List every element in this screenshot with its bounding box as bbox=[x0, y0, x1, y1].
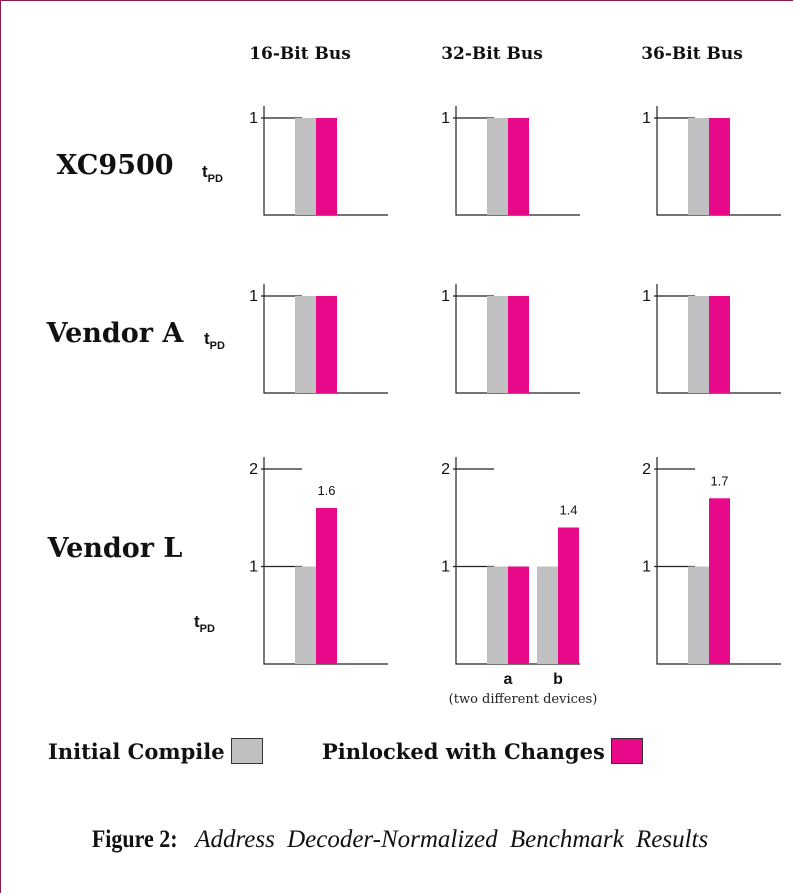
panel-axes bbox=[263, 457, 388, 665]
y-tick-label: 1 bbox=[249, 288, 258, 305]
bar-pinlocked bbox=[709, 118, 730, 215]
device-label: a bbox=[504, 671, 513, 688]
y-tick-label: 1 bbox=[441, 559, 450, 576]
y-tick-label: 1 bbox=[642, 110, 651, 127]
legend-label-pinlocked: Pinlocked with Changes bbox=[322, 738, 605, 764]
bar-initial bbox=[688, 118, 709, 215]
y-tick-label: 2 bbox=[642, 461, 651, 478]
data-label: 1.7 bbox=[710, 473, 728, 488]
y-tick-label: 1 bbox=[249, 559, 258, 576]
bar-initial bbox=[295, 118, 316, 215]
bar-initial bbox=[295, 296, 316, 393]
benchmark-chart: 16-Bit Bus 32-Bit Bus 36-Bit Bus XC9500 tPD V… bbox=[46, 44, 781, 707]
bar-pinlocked bbox=[508, 118, 529, 215]
row-label: Vendor L bbox=[47, 533, 183, 564]
y-tick-label: 1 bbox=[249, 110, 258, 127]
panel-note: (two different devices) bbox=[449, 692, 598, 707]
bar-initial bbox=[295, 566, 316, 664]
bar-pinlocked bbox=[709, 296, 730, 393]
y-tick-label: 1 bbox=[642, 288, 651, 305]
row-label: XC9500 bbox=[56, 150, 173, 181]
panel-axes bbox=[455, 106, 580, 216]
bar-initial bbox=[688, 566, 709, 664]
data-label: 1.6 bbox=[317, 483, 335, 498]
bar-initial bbox=[487, 566, 508, 664]
y-tick-label: 2 bbox=[441, 461, 450, 478]
column-heading: 32-Bit Bus bbox=[441, 44, 543, 64]
bar-pinlocked bbox=[508, 296, 529, 393]
bar-initial bbox=[487, 118, 508, 215]
bar-pinlocked bbox=[316, 296, 337, 393]
data-label: 1.4 bbox=[559, 503, 577, 518]
caption-text: Address Decoder-Normalized Benchmark Res… bbox=[195, 826, 709, 853]
legend-label-initial: Initial Compile bbox=[48, 738, 225, 764]
column-heading: 36-Bit Bus bbox=[641, 44, 743, 64]
column-heading: 16-Bit Bus bbox=[249, 44, 351, 64]
panel-axes bbox=[263, 106, 388, 216]
bar-initial bbox=[537, 566, 558, 664]
figure-label: Figure 2: bbox=[91, 826, 178, 853]
panel-axes bbox=[263, 284, 388, 394]
legend-swatch-initial bbox=[230, 738, 263, 764]
legend-swatch-pinlocked bbox=[610, 738, 643, 764]
y-axis-label: tPD bbox=[194, 612, 215, 635]
bar-pinlocked bbox=[508, 566, 529, 664]
y-tick-label: 1 bbox=[441, 110, 450, 127]
legend-item-initial: Initial Compile bbox=[48, 738, 263, 764]
y-tick-label: 2 bbox=[249, 461, 258, 478]
y-tick-label: 1 bbox=[642, 559, 651, 576]
y-axis-label: tPD bbox=[204, 329, 225, 352]
panel-axes bbox=[656, 106, 781, 216]
y-axis-label: tPD bbox=[202, 162, 223, 185]
panel-axes bbox=[656, 457, 781, 665]
legend-item-pinlocked: Pinlocked with Changes bbox=[322, 738, 643, 764]
device-label: b bbox=[553, 671, 563, 688]
panel-axes bbox=[455, 284, 580, 394]
bar-initial bbox=[688, 296, 709, 393]
row-label: Vendor A bbox=[46, 318, 185, 349]
bar-initial bbox=[487, 296, 508, 393]
y-tick-label: 1 bbox=[441, 288, 450, 305]
bar-pinlocked bbox=[316, 508, 337, 664]
bar-pinlocked bbox=[558, 527, 579, 664]
bar-pinlocked bbox=[316, 118, 337, 215]
figure-caption: Figure 2: Address Decoder-Normalized Ben… bbox=[0, 826, 794, 854]
bar-pinlocked bbox=[709, 498, 730, 664]
panel-axes bbox=[656, 284, 781, 394]
